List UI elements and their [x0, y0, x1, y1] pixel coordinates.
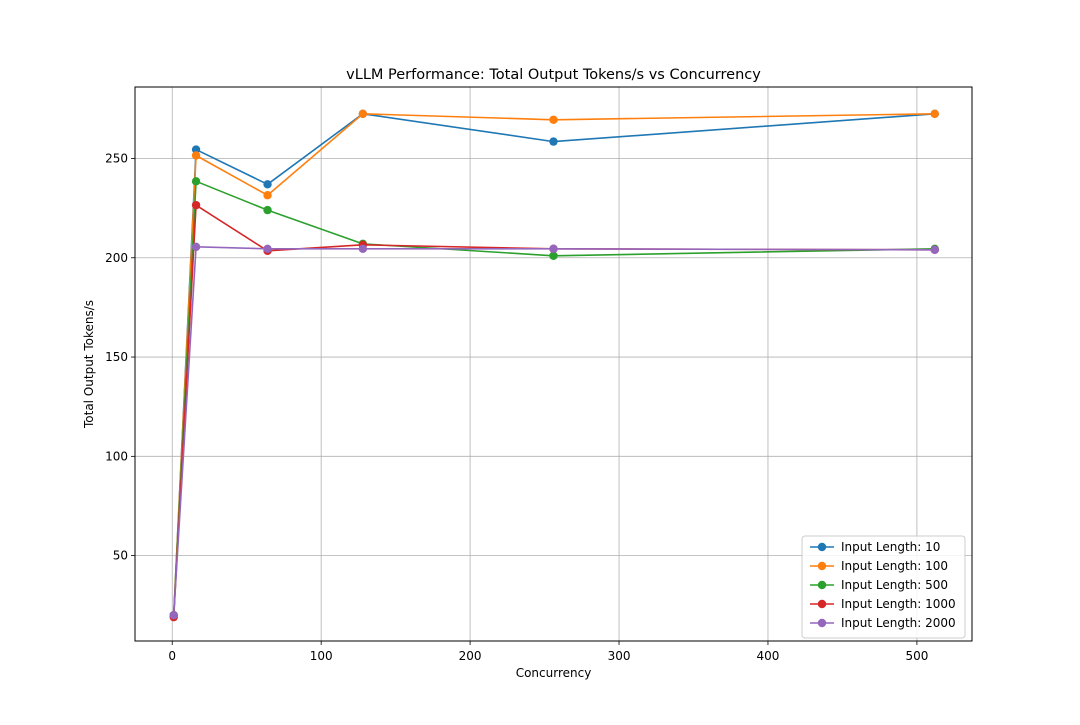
data-point — [930, 245, 939, 255]
data-point — [191, 177, 201, 186]
legend-label: Input Length: 1000 — [841, 597, 956, 611]
data-point — [191, 145, 201, 154]
plot-frame — [134, 86, 973, 642]
data-series — [169, 109, 939, 622]
legend-label: Input Length: 10 — [841, 540, 940, 554]
data-point — [549, 115, 558, 124]
legend-marker — [817, 618, 827, 628]
legend-item: Input Length: 1000 — [810, 597, 956, 611]
y-tick-label: 100 — [105, 449, 128, 463]
y-tick-label: 50 — [113, 549, 128, 563]
data-point — [930, 109, 939, 119]
data-point — [549, 251, 558, 260]
data-point — [191, 151, 201, 160]
data-point — [549, 137, 558, 146]
x-tick-label: 500 — [905, 649, 928, 663]
legend: Input Length: 10 Input Length: 100 Input L… — [801, 535, 966, 639]
y-tick-label: 200 — [105, 251, 128, 265]
data-point — [263, 180, 272, 189]
legend-label: Input Length: 100 — [841, 559, 948, 573]
x-tick-label: 100 — [310, 649, 333, 663]
series-5 — [169, 242, 939, 620]
legend-label: Input Length: 2000 — [841, 616, 956, 630]
data-point — [169, 610, 178, 620]
y-axis-label: Total Output Tokens/s — [82, 300, 96, 429]
data-point — [263, 205, 272, 215]
legend-item: Input Length: 100 — [810, 559, 948, 573]
y-tick-label: 250 — [105, 151, 128, 165]
series-line — [172, 246, 935, 616]
x-tick-label: 400 — [757, 649, 780, 663]
data-point — [263, 244, 272, 254]
data-point — [191, 242, 201, 252]
data-point — [549, 244, 558, 254]
data-point — [358, 244, 368, 254]
data-point — [263, 191, 272, 200]
x-tick-label: 200 — [459, 649, 482, 663]
legend-marker — [817, 561, 827, 571]
legend-marker — [817, 599, 827, 609]
series-line — [172, 180, 935, 616]
data-point — [358, 109, 368, 119]
legend-item: Input Length: 500 — [810, 578, 948, 592]
legend-item: Input Length: 2000 — [810, 616, 956, 630]
axis-ticks: 0 100 200 300 400 500 50 100 150 200 250 — [105, 151, 928, 663]
legend-item: Input Length: 10 — [810, 540, 940, 554]
data-point — [191, 200, 201, 210]
legend-box — [801, 535, 966, 639]
x-tick-label: 300 — [608, 649, 631, 663]
series-line — [172, 113, 935, 616]
x-axis-label: Concurrency — [516, 666, 592, 680]
chart-title: vLLM Performance: Total Output Tokens/s … — [346, 67, 761, 83]
legend-label: Input Length: 500 — [841, 578, 948, 592]
legend-marker — [817, 580, 827, 590]
x-tick-label: 0 — [168, 649, 176, 663]
legend-marker — [817, 542, 827, 552]
y-tick-label: 150 — [105, 350, 128, 364]
